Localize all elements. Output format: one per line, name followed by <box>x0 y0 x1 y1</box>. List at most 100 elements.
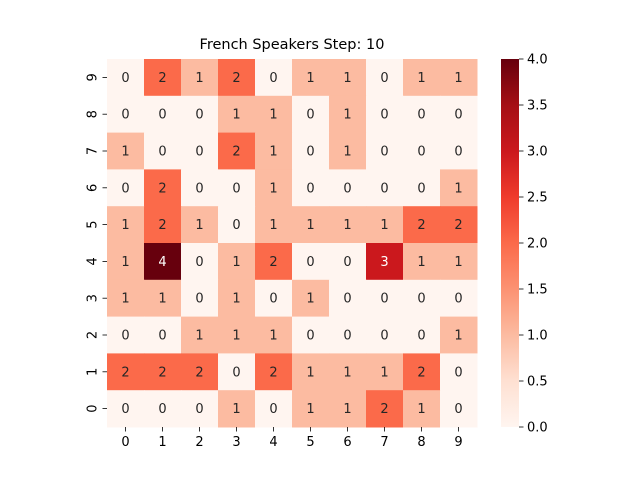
heatmap-cell <box>181 169 219 207</box>
heatmap-cell <box>107 132 145 170</box>
cell-annotation: 0 <box>417 145 425 160</box>
cell-annotations: 0 2 1 2 0 1 1 0 1 1 0 0 0 1 1 0 1 0 0 0 1 0 0 2 1 0 1 0 0 0 0 2 0 0 1 0 0 0 0 1… <box>121 71 462 417</box>
x-tick-label: 0 <box>121 435 129 450</box>
cell-annotation: 1 <box>343 108 351 123</box>
cell-annotation: 0 <box>195 402 203 417</box>
cell-annotation: 1 <box>232 402 240 417</box>
cell-annotation: 1 <box>343 402 351 417</box>
heatmap-cell <box>218 132 256 170</box>
cell-annotation: 1 <box>232 255 240 270</box>
colorbar-tick-label: 4.0 <box>527 53 548 68</box>
cell-annotation: 2 <box>195 365 203 380</box>
heatmap-cell <box>329 95 367 134</box>
y-axis: 9 8 7 6 5 4 3 2 1 0 <box>86 73 107 413</box>
cell-annotation: 2 <box>158 181 166 196</box>
x-tick-label: 3 <box>232 435 240 450</box>
heatmap-cell <box>107 243 145 281</box>
cell-annotation: 0 <box>306 108 314 123</box>
cell-annotation: 2 <box>417 218 425 233</box>
cell-annotation: 0 <box>269 402 277 417</box>
cell-annotation: 1 <box>306 292 314 307</box>
cell-annotation: 0 <box>158 402 166 417</box>
cell-annotation: 0 <box>454 365 462 380</box>
heatmap-cells <box>107 59 478 428</box>
y-tick-label: 2 <box>86 331 101 339</box>
cell-annotation: 1 <box>454 181 462 196</box>
heatmap-cell <box>366 316 404 354</box>
heatmap-cell <box>144 279 182 318</box>
cell-annotation: 0 <box>306 181 314 196</box>
heatmap-cell <box>181 316 219 354</box>
heatmap-cell <box>329 132 367 170</box>
heatmap-cell <box>403 95 441 134</box>
heatmap-cell <box>329 59 367 97</box>
heatmap-cell <box>181 390 219 428</box>
cell-annotation: 0 <box>232 218 240 233</box>
heatmap-cell <box>144 132 182 170</box>
cell-annotation: 0 <box>195 108 203 123</box>
cell-annotation: 0 <box>232 181 240 196</box>
cell-annotation: 0 <box>454 402 462 417</box>
cell-annotation: 1 <box>121 145 129 160</box>
heatmap-cell <box>255 59 293 97</box>
cell-annotation: 0 <box>417 329 425 344</box>
cell-annotation: 1 <box>121 218 129 233</box>
heatmap-cell <box>255 206 293 244</box>
cell-annotation: 0 <box>158 329 166 344</box>
heatmap-cell <box>440 390 478 428</box>
heatmap-cell <box>292 390 330 428</box>
heatmap-cell <box>218 169 256 207</box>
y-tick-label: 5 <box>86 220 101 228</box>
heatmap-cell <box>255 390 293 428</box>
heatmap-cell <box>366 243 404 281</box>
cell-annotation: 0 <box>158 145 166 160</box>
heatmap-cell <box>403 243 441 281</box>
chart-title: French Speakers Step: 10 <box>200 37 385 53</box>
heatmap-cell <box>366 353 404 391</box>
x-tick-label: 2 <box>195 435 203 450</box>
heatmap-cell <box>329 206 367 244</box>
cell-annotation: 2 <box>158 71 166 86</box>
heatmap-cell <box>292 243 330 281</box>
cell-annotation: 0 <box>195 292 203 307</box>
heatmap-cell <box>440 316 478 354</box>
cell-annotation: 1 <box>343 71 351 86</box>
colorbar-tick-label: 1.5 <box>527 283 548 298</box>
heatmap-cell <box>107 353 145 391</box>
heatmap-cell <box>329 279 367 318</box>
cell-annotation: 0 <box>121 71 129 86</box>
heatmap-cell <box>329 390 367 428</box>
cell-annotation: 1 <box>454 329 462 344</box>
heatmap-cell <box>218 243 256 281</box>
heatmap-cell <box>403 59 441 97</box>
heatmap-cell <box>440 95 478 134</box>
heatmap-cell <box>366 279 404 318</box>
y-tick-label: 6 <box>86 184 101 192</box>
cell-annotation: 2 <box>121 365 129 380</box>
cell-annotation: 1 <box>380 365 388 380</box>
cell-annotation: 0 <box>306 145 314 160</box>
cell-annotation: 1 <box>343 218 351 233</box>
heatmap-cell <box>255 279 293 318</box>
heatmap-cell <box>440 132 478 170</box>
heatmap-cell <box>144 243 182 281</box>
cell-annotation: 1 <box>195 218 203 233</box>
cell-annotation: 1 <box>380 218 388 233</box>
heatmap-cell <box>218 390 256 428</box>
heatmap-cell <box>218 59 256 97</box>
cell-annotation: 1 <box>232 108 240 123</box>
cell-annotation: 1 <box>195 329 203 344</box>
cell-annotation: 0 <box>380 108 388 123</box>
x-tick-label: 6 <box>343 435 351 450</box>
cell-annotation: 1 <box>454 71 462 86</box>
heatmap-cell <box>440 59 478 97</box>
heatmap-cell <box>144 169 182 207</box>
heatmap-cell <box>403 132 441 170</box>
cell-annotation: 1 <box>417 71 425 86</box>
heatmap-cell <box>107 206 145 244</box>
heatmap-cell <box>181 95 219 134</box>
cell-annotation: 0 <box>380 181 388 196</box>
heatmap-cell <box>144 316 182 354</box>
heatmap-cell <box>329 243 367 281</box>
cell-annotation: 0 <box>121 329 129 344</box>
